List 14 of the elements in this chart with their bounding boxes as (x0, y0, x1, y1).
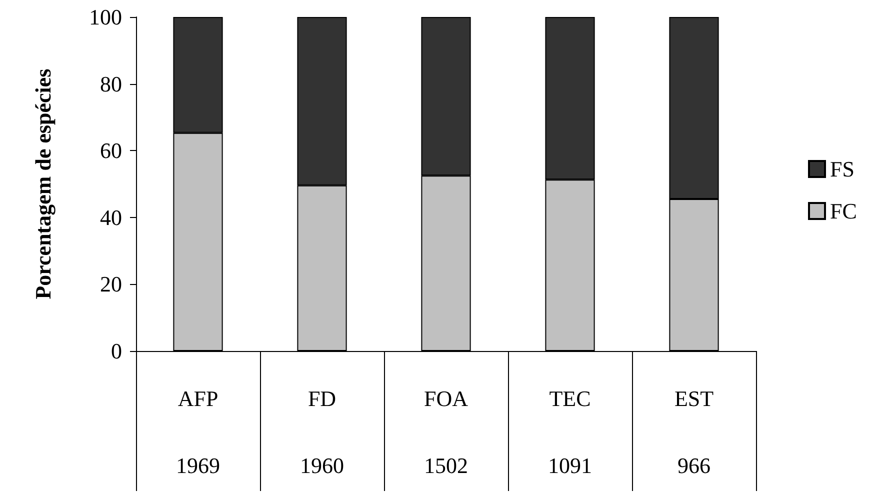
category-label: AFP 1969 (176, 386, 220, 478)
legend-label: FC (830, 198, 857, 224)
legend-label: FS (830, 156, 854, 182)
y-tick-label: 0 (111, 338, 122, 364)
y-axis-title: Porcentagem de espécies (30, 68, 56, 300)
y-tick-label: 80 (100, 71, 122, 96)
y-tick-label: 40 (100, 204, 122, 230)
category-label: TEC 1091 (548, 386, 592, 478)
category-label: EST 966 (674, 386, 714, 478)
y-tick-label: 20 (100, 272, 122, 297)
category-label: FOA 1502 (424, 386, 468, 478)
y-tick-label: 60 (100, 138, 122, 164)
y-tick-label: 100 (89, 4, 122, 30)
category-label: FD 1960 (300, 386, 344, 478)
